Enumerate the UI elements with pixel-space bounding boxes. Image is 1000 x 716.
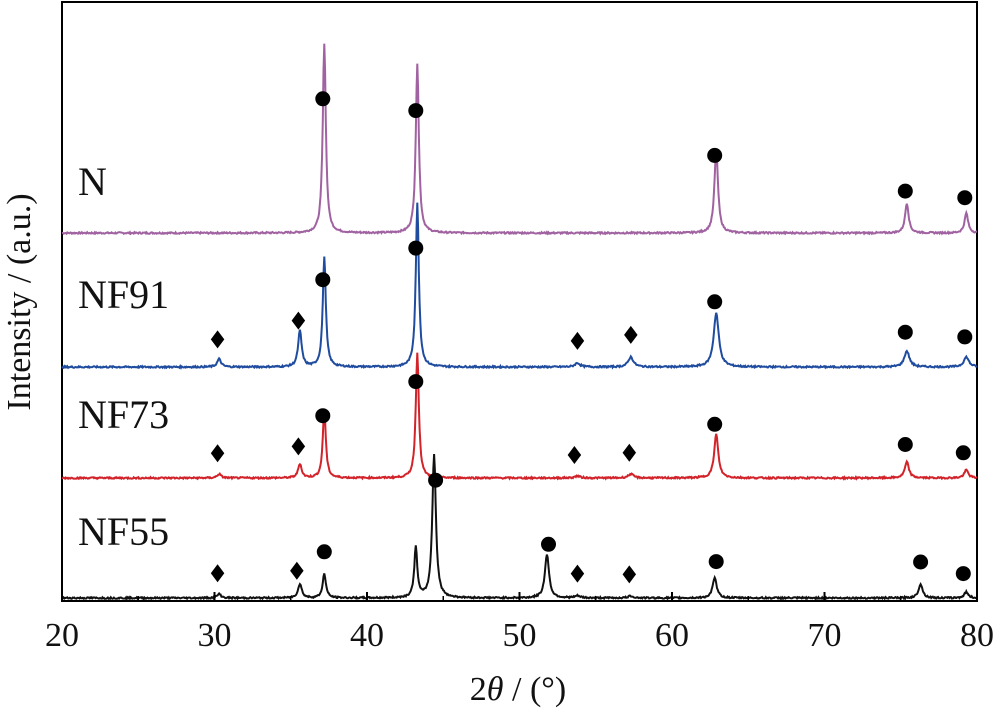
peak-marker-circle — [897, 324, 913, 340]
x-tick-label: 20 — [45, 617, 79, 654]
marker-layer — [210, 91, 973, 584]
peak-marker-circle — [957, 329, 973, 345]
series-label-nf91: NF91 — [78, 272, 169, 317]
peak-marker-circle — [315, 408, 331, 424]
x-tick-label: 60 — [655, 617, 689, 654]
peak-marker-diamond — [622, 443, 637, 462]
peak-marker-diamond — [210, 564, 225, 583]
peak-marker-diamond — [210, 330, 225, 349]
series-line-nf55 — [61, 453, 978, 601]
series-label-nf73: NF73 — [78, 392, 169, 437]
peak-marker-circle — [408, 374, 424, 390]
series-line-nf73 — [61, 352, 978, 481]
peak-marker-circle — [897, 183, 913, 199]
series-label-n: N — [78, 159, 107, 204]
peak-marker-circle — [897, 437, 913, 452]
peak-marker-circle — [957, 190, 973, 206]
peak-marker-circle — [708, 554, 724, 570]
x-tick-label: 30 — [198, 617, 232, 654]
series-line-nf91 — [61, 202, 978, 370]
peak-marker-circle — [541, 536, 556, 552]
peak-marker-circle — [408, 240, 424, 256]
peak-marker-circle — [316, 544, 332, 560]
x-axis-title-theta: θ — [487, 671, 504, 708]
peak-marker-circle — [315, 272, 331, 288]
x-axis-title-suffix: / (°) — [504, 671, 567, 708]
peak-marker-circle — [315, 91, 331, 107]
x-tick-label: 80 — [960, 617, 994, 654]
peak-marker-circle — [955, 566, 971, 582]
x-tick-label: 50 — [503, 617, 537, 654]
peak-marker-circle — [707, 416, 723, 432]
x-axis-title-prefix: 2 — [470, 671, 487, 708]
peak-marker-circle — [955, 445, 971, 461]
plot-frame — [61, 1, 978, 602]
series-layer — [61, 43, 978, 601]
x-tick-label: 70 — [808, 617, 842, 654]
x-axis-title: 2θ / (°) — [470, 671, 566, 708]
peak-marker-diamond — [624, 325, 638, 344]
peak-marker-circle — [707, 147, 723, 163]
x-axis-ticks: 20 30 40 50 60 70 80 — [45, 592, 994, 654]
peak-marker-circle — [707, 294, 723, 310]
plot-area: N NF91 NF73 NF55 20 30 40 50 60 70 80 — [45, 1, 994, 654]
peak-marker-circle — [428, 472, 444, 488]
series-label-nf55: NF55 — [78, 509, 169, 554]
peak-marker-diamond — [210, 444, 225, 463]
series-label-layer: N NF91 NF73 NF55 — [78, 159, 169, 554]
y-axis-title: Intensity / (a.u.) — [1, 193, 38, 410]
peak-marker-circle — [408, 103, 424, 119]
peak-marker-diamond — [290, 561, 304, 580]
peak-marker-circle — [913, 554, 929, 570]
peak-marker-diamond — [567, 445, 582, 464]
peak-marker-diamond — [570, 564, 585, 583]
series-line-n — [61, 43, 977, 236]
peak-marker-diamond — [291, 437, 306, 456]
peak-marker-diamond — [291, 311, 306, 330]
peak-marker-diamond — [622, 565, 637, 584]
peak-marker-diamond — [570, 331, 585, 350]
x-tick-label: 40 — [350, 617, 384, 654]
